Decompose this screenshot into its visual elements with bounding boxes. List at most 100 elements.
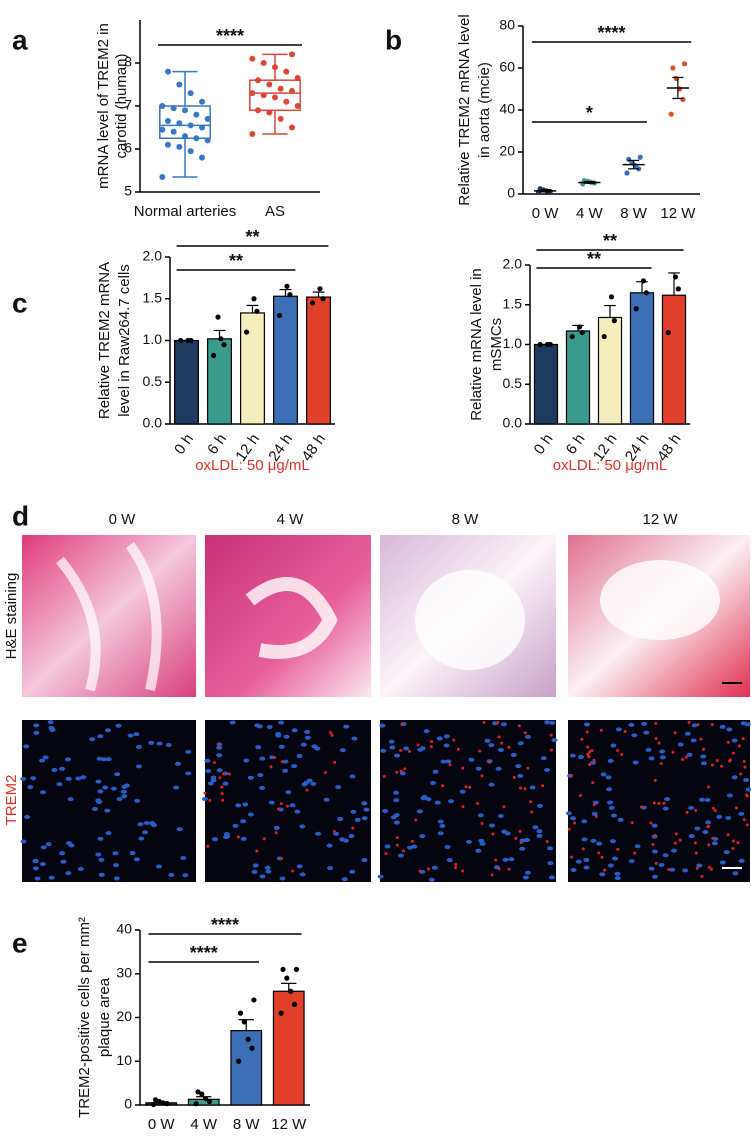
data-point bbox=[272, 64, 278, 71]
data-point bbox=[284, 283, 290, 289]
nucleus bbox=[662, 806, 669, 811]
nucleus bbox=[699, 797, 706, 802]
data-point bbox=[640, 278, 647, 284]
nucleus bbox=[279, 876, 286, 881]
data-point bbox=[245, 1036, 251, 1042]
data-point bbox=[249, 130, 256, 137]
trem2-signal bbox=[448, 763, 452, 767]
nucleus bbox=[738, 811, 745, 816]
trem2-signal bbox=[305, 788, 309, 792]
nucleus bbox=[524, 838, 531, 843]
y-axis-label: carotid (human) bbox=[113, 53, 130, 158]
trem2-signal bbox=[203, 791, 207, 795]
nucleus bbox=[135, 764, 142, 769]
nucleus bbox=[398, 853, 405, 858]
nucleus bbox=[726, 793, 733, 798]
trem2-signal bbox=[657, 741, 661, 745]
trem2-signal bbox=[657, 801, 661, 805]
trem2-signal bbox=[573, 821, 577, 825]
trem2-signal bbox=[507, 745, 511, 749]
nucleus bbox=[259, 785, 266, 790]
data-point bbox=[218, 336, 224, 342]
nucleus bbox=[731, 775, 738, 780]
nucleus bbox=[291, 764, 298, 769]
nucleus bbox=[719, 724, 726, 729]
nucleus bbox=[361, 801, 368, 806]
nucleus bbox=[204, 758, 211, 763]
trem2-signal bbox=[726, 740, 730, 744]
y-tick-label: 20 bbox=[116, 1008, 132, 1024]
panel-label: c bbox=[12, 287, 28, 318]
nucleus bbox=[299, 872, 306, 877]
trem2-signal bbox=[221, 798, 225, 802]
trem2-signal bbox=[570, 855, 574, 859]
data-point bbox=[283, 68, 290, 75]
nucleus bbox=[393, 820, 400, 825]
data-point bbox=[151, 1101, 157, 1108]
data-point bbox=[284, 975, 290, 981]
y-tick-label: 80 bbox=[499, 17, 515, 33]
nucleus bbox=[95, 779, 102, 784]
trem2-signal bbox=[681, 757, 685, 761]
trem2-signal bbox=[408, 749, 412, 753]
bar bbox=[174, 339, 199, 425]
trem2-signal bbox=[649, 821, 653, 825]
trem2-signal bbox=[639, 805, 643, 809]
trem2-signal bbox=[678, 838, 682, 842]
trem2-signal bbox=[441, 784, 445, 788]
trem2-signal bbox=[519, 786, 523, 790]
data-point bbox=[276, 312, 283, 319]
trem2-signal bbox=[500, 741, 504, 745]
trem2-signal bbox=[739, 772, 743, 776]
data-point bbox=[170, 105, 177, 112]
trem2-signal bbox=[208, 799, 212, 803]
trem2-signal bbox=[706, 825, 710, 829]
trem2-signal bbox=[711, 836, 715, 840]
data-point bbox=[633, 306, 639, 312]
nucleus bbox=[688, 834, 695, 839]
data-point bbox=[668, 111, 674, 117]
nucleus bbox=[510, 752, 517, 757]
nucleus bbox=[27, 785, 34, 790]
nucleus bbox=[478, 838, 485, 843]
data-point bbox=[199, 124, 206, 131]
data-point bbox=[579, 329, 585, 336]
fluorescence-images bbox=[20, 720, 751, 882]
bar bbox=[565, 330, 591, 425]
data-point bbox=[626, 156, 632, 162]
nucleus bbox=[240, 836, 247, 841]
tissue-detail bbox=[56, 542, 162, 692]
nucleus bbox=[296, 754, 303, 759]
nucleus bbox=[77, 866, 84, 871]
nucleus bbox=[600, 772, 607, 777]
trem2-signal bbox=[699, 737, 703, 741]
nucleus bbox=[67, 797, 74, 802]
micrograph bbox=[380, 720, 556, 882]
nucleus bbox=[243, 758, 250, 763]
trem2-signal bbox=[620, 752, 624, 756]
nucleus bbox=[182, 873, 189, 878]
data-point bbox=[675, 286, 681, 292]
trem2-signal bbox=[731, 839, 735, 843]
nucleus bbox=[64, 757, 71, 762]
trem2-signal bbox=[482, 721, 486, 725]
nucleus bbox=[440, 759, 447, 764]
trem2-signal bbox=[236, 835, 240, 839]
trem2-signal bbox=[687, 720, 691, 724]
nucleus bbox=[488, 782, 495, 787]
nucleus bbox=[702, 829, 709, 834]
trem2-signal bbox=[523, 787, 527, 791]
nucleus bbox=[33, 723, 40, 728]
data-point bbox=[215, 314, 221, 320]
data-point bbox=[203, 1095, 209, 1102]
trem2-signal bbox=[255, 849, 259, 853]
nucleus bbox=[251, 869, 258, 874]
panel-label: d bbox=[12, 500, 29, 531]
data-point bbox=[576, 324, 583, 330]
nucleus bbox=[97, 836, 104, 841]
significance-label: ** bbox=[587, 249, 601, 269]
y-axis-label: Relative TREM2 mRNA level bbox=[456, 14, 473, 205]
nucleus bbox=[411, 844, 418, 849]
nucleus bbox=[459, 789, 466, 794]
trem2-signal bbox=[291, 869, 295, 873]
